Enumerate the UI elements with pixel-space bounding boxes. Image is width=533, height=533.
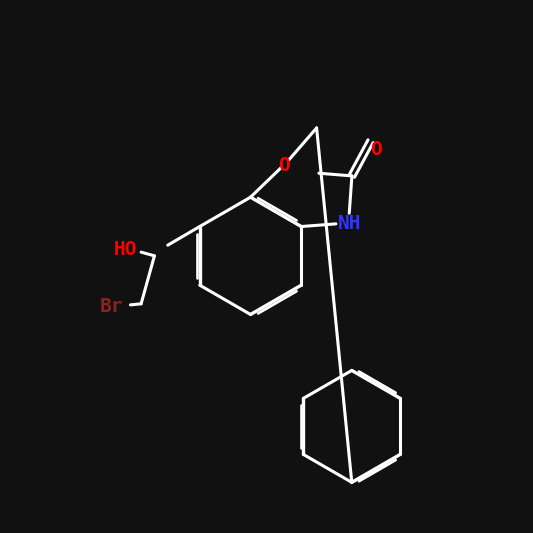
Text: NH: NH: [337, 214, 361, 233]
Text: Br: Br: [100, 297, 124, 316]
Text: HO: HO: [114, 240, 137, 259]
Text: O: O: [370, 140, 382, 159]
Text: O: O: [278, 156, 289, 175]
